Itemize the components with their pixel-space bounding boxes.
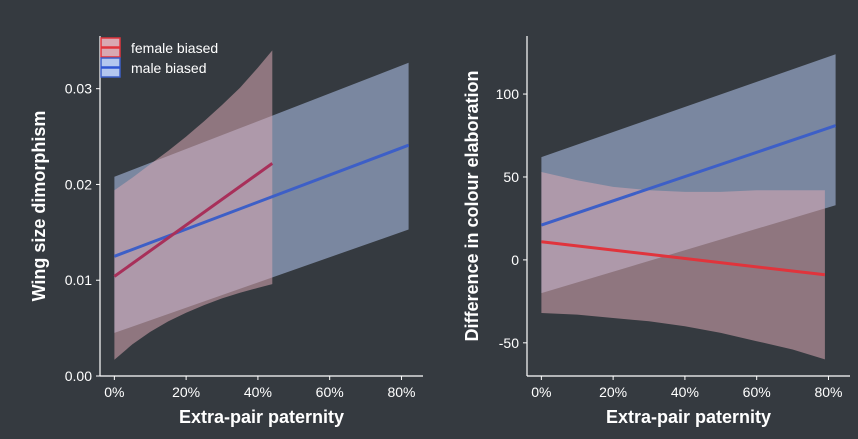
legend-label-male-biased: male biased <box>131 60 207 76</box>
x-tick-label: 80% <box>814 384 842 400</box>
x-tick-label: 60% <box>316 384 344 400</box>
line-female-biased <box>541 240 826 277</box>
x-axis-title: Extra-pair paternity <box>606 407 771 427</box>
y-ticks: -50 0 50 100 <box>496 86 527 351</box>
band-female-biased <box>541 172 825 360</box>
legend: female biased male biased <box>100 37 218 78</box>
x-ticks: 0% 20% 40% 60% 80% <box>531 376 842 400</box>
y-tick-label: 0 <box>511 252 519 268</box>
axes: 0.00 0.01 0.02 0.03 0% 20% 40% 60% 80% <box>65 36 423 400</box>
legend-label-female-biased: female biased <box>131 40 218 56</box>
x-tick-label: 40% <box>244 384 272 400</box>
y-tick-label: 0.01 <box>65 272 92 288</box>
x-tick-label: 20% <box>172 384 200 400</box>
y-tick-label: 100 <box>496 86 520 102</box>
trend-lines <box>113 143 410 278</box>
band-female-biased <box>114 50 273 360</box>
x-tick-label: 80% <box>387 384 415 400</box>
x-ticks: 0% 20% 40% 60% 80% <box>104 376 415 400</box>
y-tick-label: 50 <box>503 169 519 185</box>
line-female-biased <box>113 162 274 278</box>
y-ticks: 0.00 0.01 0.02 0.03 <box>65 81 100 384</box>
x-tick-label: 0% <box>104 384 124 400</box>
y-axis-title: Wing size dimorphism <box>29 111 49 302</box>
wing-size-chart: 0.00 0.01 0.02 0.03 0% 20% 40% 60% 80% Extra-pa… <box>29 36 423 427</box>
x-tick-label: 60% <box>743 384 771 400</box>
line-male-biased <box>540 124 837 227</box>
line-male-biased <box>113 143 410 258</box>
x-tick-label: 40% <box>671 384 699 400</box>
trend-lines <box>540 124 837 277</box>
y-axis-title: Difference in colour elaboration <box>462 70 482 341</box>
colour-elaboration-chart: -50 0 50 100 0% 20% 40% 60% 80% Extra-pair pate… <box>462 36 850 427</box>
y-tick-label: 0.00 <box>65 368 92 384</box>
confidence-bands <box>114 50 409 360</box>
y-tick-label: -50 <box>499 335 519 351</box>
y-tick-label: 0.03 <box>65 81 92 97</box>
confidence-bands <box>541 54 836 360</box>
y-tick-label: 0.02 <box>65 176 92 192</box>
x-axis-title: Extra-pair paternity <box>179 407 344 427</box>
x-tick-label: 20% <box>599 384 627 400</box>
x-tick-label: 0% <box>531 384 551 400</box>
axes: -50 0 50 100 0% 20% 40% 60% 80% <box>496 36 850 400</box>
